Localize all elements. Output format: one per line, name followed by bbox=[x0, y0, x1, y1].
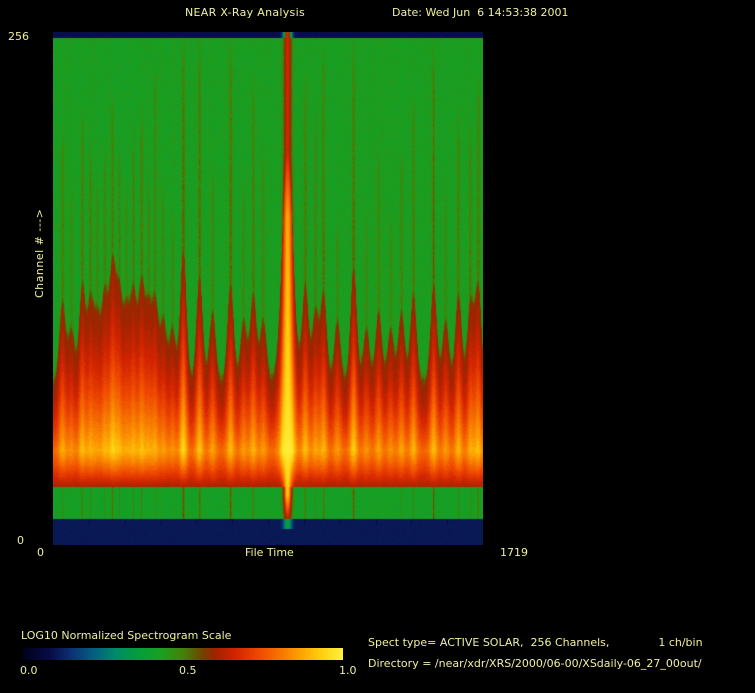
y-axis-max-label: 256 bbox=[8, 31, 29, 43]
near-xray-analysis-window: NEAR X-Ray Analysis Date: Wed Jun 6 14:5… bbox=[0, 0, 755, 693]
colorbar-title: LOG10 Normalized Spectrogram Scale bbox=[21, 630, 231, 642]
date-label: Date: Wed Jun 6 14:53:38 2001 bbox=[392, 7, 569, 19]
x-axis-min-label: 0 bbox=[37, 547, 44, 559]
x-axis-title: File Time bbox=[245, 547, 294, 559]
x-axis-max-label: 1719 bbox=[500, 547, 528, 559]
colorbar-gradient bbox=[23, 648, 343, 660]
page-title: NEAR X-Ray Analysis bbox=[185, 7, 305, 19]
colorbar-tick-min: 0.0 bbox=[20, 665, 38, 677]
spectrogram-plot bbox=[53, 32, 483, 545]
colorbar-tick-max: 1.0 bbox=[339, 665, 357, 677]
y-axis-title: Channel # ---> bbox=[34, 209, 46, 299]
spect-type-label: Spect type= ACTIVE SOLAR, 256 Channels, … bbox=[368, 637, 703, 649]
y-axis-min-label: 0 bbox=[17, 535, 24, 547]
colorbar-tick-mid: 0.5 bbox=[179, 665, 197, 677]
directory-label: Directory = /near/xdr/XRS/2000/06-00/XSd… bbox=[368, 658, 702, 670]
